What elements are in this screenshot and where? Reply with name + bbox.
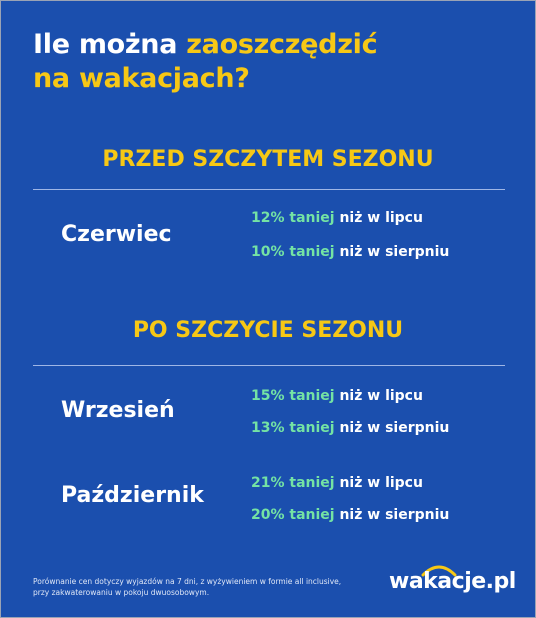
saving-line: 15% taniej niż w lipcu: [251, 388, 423, 404]
comparison: niż w sierpniu: [334, 420, 450, 436]
divider: [33, 365, 505, 366]
saving: 12% taniej: [251, 210, 335, 226]
saving: 20% taniej: [251, 507, 335, 523]
logo: wakacje.pl: [389, 569, 516, 594]
comparison: niż w sierpniu: [334, 507, 450, 523]
title: Ile można zaoszczędzić: [33, 29, 378, 60]
month: Czerwiec: [61, 222, 172, 247]
saving: 13% taniej: [251, 420, 335, 436]
title-line2: na wakacjach?: [33, 63, 250, 94]
comparison: niż w lipcu: [334, 210, 423, 226]
title-highlight: zaoszczędzić: [186, 29, 378, 60]
title-text: Ile można: [33, 29, 187, 60]
comparison: niż w lipcu: [334, 475, 423, 491]
month: Wrzesień: [61, 398, 175, 423]
saving: 10% taniej: [251, 244, 335, 260]
footnote: przy zakwaterowaniu w pokoju dwuosobowym…: [33, 588, 210, 597]
footnote: Porównanie cen dotyczy wyjazdów na 7 dni…: [33, 577, 342, 586]
month: Październik: [61, 483, 204, 508]
comparison: niż w lipcu: [334, 388, 423, 404]
saving: 15% taniej: [251, 388, 335, 404]
divider: [33, 189, 505, 190]
saving-line: 12% taniej niż w lipcu: [251, 210, 423, 226]
saving-line: 21% taniej niż w lipcu: [251, 475, 423, 491]
saving-line: 10% taniej niż w sierpniu: [251, 244, 449, 260]
comparison: niż w sierpniu: [334, 244, 450, 260]
saving: 21% taniej: [251, 475, 335, 491]
section-heading: PO SZCZYCIE SEZONU: [132, 318, 404, 343]
logo-arc: [421, 565, 457, 577]
saving-line: 20% taniej niż w sierpniu: [251, 507, 449, 523]
section-heading: PRZED SZCZYTEM SEZONU: [102, 147, 434, 172]
saving-line: 13% taniej niż w sierpniu: [251, 420, 449, 436]
